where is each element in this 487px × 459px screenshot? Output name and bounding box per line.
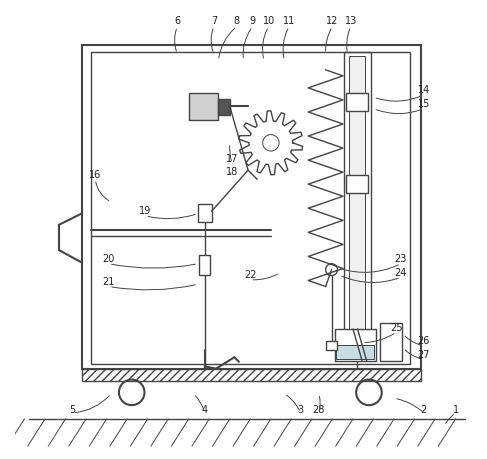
Text: 2: 2	[421, 405, 427, 415]
Text: 12: 12	[326, 16, 338, 26]
Bar	[349, 56, 365, 348]
Bar	[81, 369, 421, 381]
Bar	[189, 93, 218, 120]
Text: 27: 27	[417, 350, 430, 360]
Text: 18: 18	[226, 168, 238, 178]
Text: 13: 13	[345, 16, 357, 26]
Text: 10: 10	[262, 16, 275, 26]
Text: 3: 3	[298, 405, 303, 415]
Text: 24: 24	[394, 268, 407, 278]
Bar	[346, 175, 368, 193]
Text: 11: 11	[283, 16, 295, 26]
Bar	[198, 204, 211, 222]
Text: 22: 22	[244, 270, 257, 280]
Text: 16: 16	[89, 170, 101, 180]
Text: 14: 14	[417, 85, 430, 95]
Text: 9: 9	[249, 16, 256, 26]
Text: 17: 17	[226, 154, 238, 164]
Text: 25: 25	[390, 323, 403, 333]
Text: 15: 15	[417, 99, 430, 109]
Text: 1: 1	[452, 405, 459, 415]
Text: 20: 20	[103, 254, 115, 264]
Text: 4: 4	[202, 405, 208, 415]
Bar	[218, 99, 230, 115]
Text: 7: 7	[211, 16, 217, 26]
Text: 26: 26	[417, 336, 430, 346]
Text: 5: 5	[69, 405, 75, 415]
Bar	[380, 323, 402, 361]
Bar	[326, 341, 337, 350]
Bar	[344, 51, 371, 357]
Text: 6: 6	[174, 16, 180, 26]
Bar	[199, 255, 210, 275]
Text: 21: 21	[103, 277, 115, 287]
Text: 28: 28	[313, 405, 325, 415]
Text: 23: 23	[394, 254, 407, 264]
Bar	[335, 329, 376, 361]
Bar	[336, 345, 375, 358]
Bar	[91, 51, 410, 364]
Bar	[81, 45, 421, 369]
Bar	[346, 93, 368, 111]
Text: 19: 19	[139, 206, 151, 216]
Text: 8: 8	[234, 16, 240, 26]
